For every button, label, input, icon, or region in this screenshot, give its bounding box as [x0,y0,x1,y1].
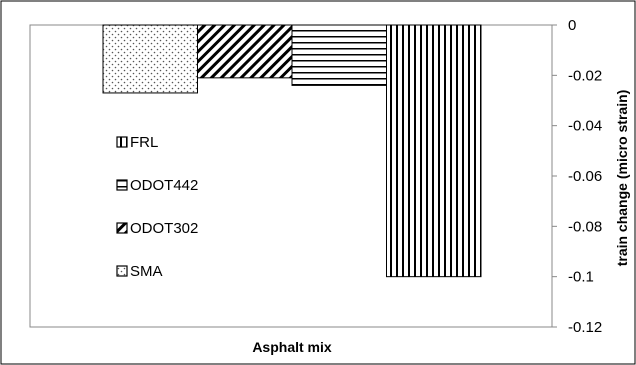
y-axis-title: train change (micro strain) [614,90,630,267]
legend-swatch-odot302 [116,222,128,234]
y-tick-label: -0.06 [568,168,602,185]
x-axis-title: Asphalt mix [252,339,332,355]
bar-frl [386,24,482,278]
legend-label-frl: FRL [130,134,158,151]
bar-sma [102,24,198,94]
y-ticks-group: 0 -0.02 -0.04 -0.06 -0.08 -0.1 -0.12 [552,17,602,336]
legend: FRL ODOT442 ODOT302 SMA [116,134,198,280]
y-tick-label: -0.02 [568,67,602,84]
y-tick-label: -0.04 [568,118,602,135]
y-tick-label: -0.1 [568,269,594,286]
y-tick-label: -0.08 [568,218,602,235]
y-tick-label: -0.12 [568,319,602,336]
legend-swatch-frl [116,136,128,148]
legend-label-sma: SMA [130,263,163,280]
legend-swatch-sma [116,265,128,277]
legend-swatch-odot442 [116,179,128,191]
y-tick-label: 0 [568,17,576,34]
bars-group [102,24,482,278]
legend-label-odot442: ODOT442 [130,177,198,194]
bar-odot442 [291,24,387,86]
legend-label-odot302: ODOT302 [130,220,198,237]
bar-odot302 [197,24,293,79]
